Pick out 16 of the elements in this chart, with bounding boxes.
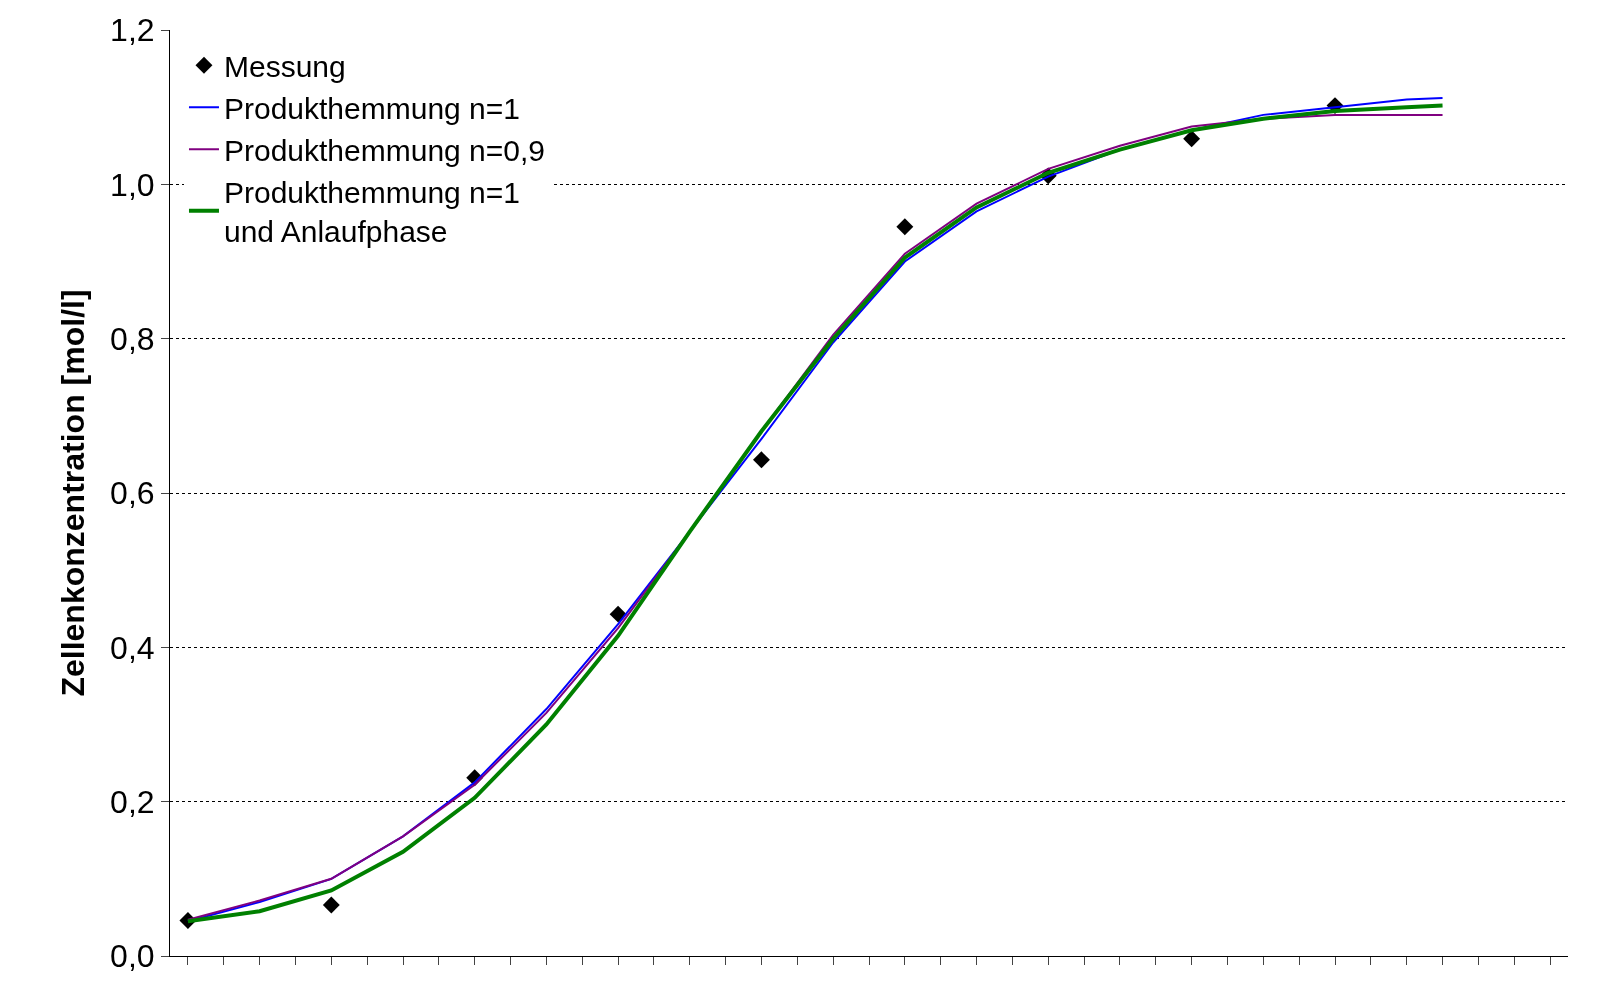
- y-tick-label: 1,2: [110, 12, 155, 49]
- point: [896, 218, 914, 236]
- y-tick-label: 0,0: [110, 938, 155, 975]
- y-tick-label: 0,4: [110, 629, 155, 666]
- y-axis-title: Zellenkonzentration [mol/l]: [55, 289, 92, 697]
- point: [322, 896, 340, 914]
- legend-label: Produkthemmung n=0,9: [223, 133, 546, 167]
- point: [753, 451, 770, 469]
- y-tick-label: 0,8: [110, 320, 155, 357]
- point: [1183, 130, 1201, 148]
- legend-label: Produkthemmung n=1 und Anlaufphase: [223, 175, 520, 248]
- y-tick-label: 0,6: [110, 475, 155, 512]
- legend-label: Produkthemmung n=1: [223, 91, 520, 125]
- legend-label: Messung: [223, 49, 346, 83]
- y-tick-label: 1,0: [110, 166, 155, 203]
- y-tick-label: 0,2: [110, 783, 155, 820]
